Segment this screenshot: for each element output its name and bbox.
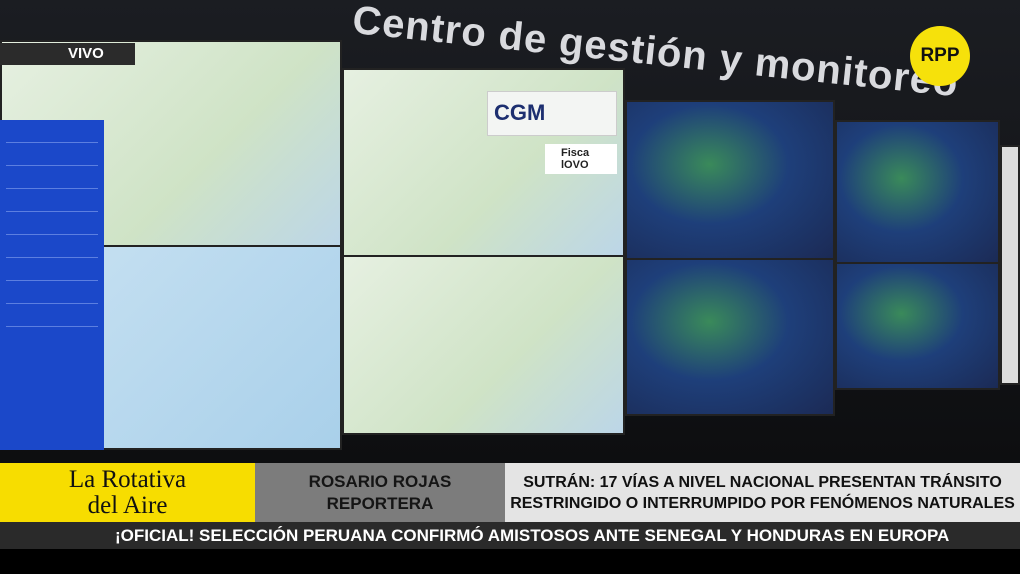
reporter-credit: ROSARIO ROJAS REPORTERA [255,463,505,522]
cgm-logo: CGM [487,91,617,136]
rpp-logo: RPP [910,26,970,86]
program-title: La Rotativa del Aire [0,463,255,522]
monitor-weather-2 [835,120,1000,265]
live-badge: VIVO [0,43,135,65]
headline-line1: SUTRÁN: 17 VÍAS A NIVEL NACIONAL PRESENT… [523,473,1002,491]
monitor-edge [1000,145,1020,385]
monitor-weather-3 [625,258,835,416]
news-ticker: ¡OFICIAL! SELECCIÓN PERUANA CONFIRMÓ AMI… [0,522,1020,549]
sponsor-logo: Fisca lOVO [545,144,617,174]
program-title-line1: La Rotativa [68,465,187,493]
reporter-name: ROSARIO ROJAS [308,471,452,491]
monitor-weather-1 [625,100,835,260]
program-title-line2: del Aire [87,491,168,519]
reporter-role: REPORTERA [326,493,434,513]
monitor-map-4 [342,255,625,435]
alerts-sidebar [0,120,104,450]
headline-line2: RESTRINGIDO O INTERRUMPIDO POR FENÓMENOS… [510,494,1015,512]
video-frame: Centro de gestión y monitoreo CGM Fisca … [0,0,1020,463]
monitor-weather-4 [835,262,1000,390]
headline: SUTRÁN: 17 VÍAS A NIVEL NACIONAL PRESENT… [505,463,1020,522]
